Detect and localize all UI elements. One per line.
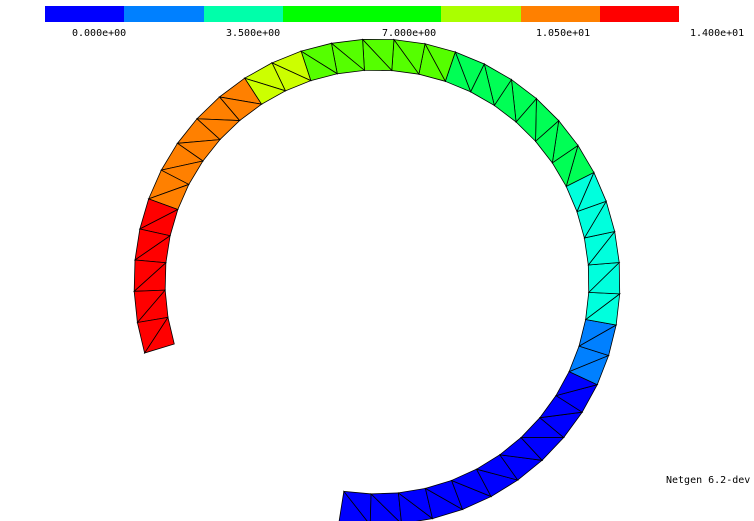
colorbar-segment	[599, 6, 679, 22]
colorbar-segment	[124, 6, 204, 22]
version-label: Netgen 6.2-dev	[666, 475, 751, 486]
colorbar-segment	[203, 6, 283, 22]
colorbar-tick-1: 3.500e+00	[226, 28, 281, 39]
colorbar	[45, 6, 679, 22]
colorbar-segment	[362, 6, 442, 22]
colorbar-segment	[45, 6, 125, 22]
colorbar-tick-0: 0.000e+00	[72, 28, 127, 39]
colorbar-segment	[282, 6, 362, 22]
colorbar-tick-4: 1.400e+01	[690, 28, 745, 39]
colorbar-tick-2: 7.000e+00	[382, 28, 437, 39]
colorbar-tick-3: 1.050e+01	[536, 28, 591, 39]
ring-mesh	[133, 38, 621, 521]
colorbar-segment	[520, 6, 600, 22]
colorbar-segment	[441, 6, 521, 22]
mesh-element	[143, 316, 175, 354]
